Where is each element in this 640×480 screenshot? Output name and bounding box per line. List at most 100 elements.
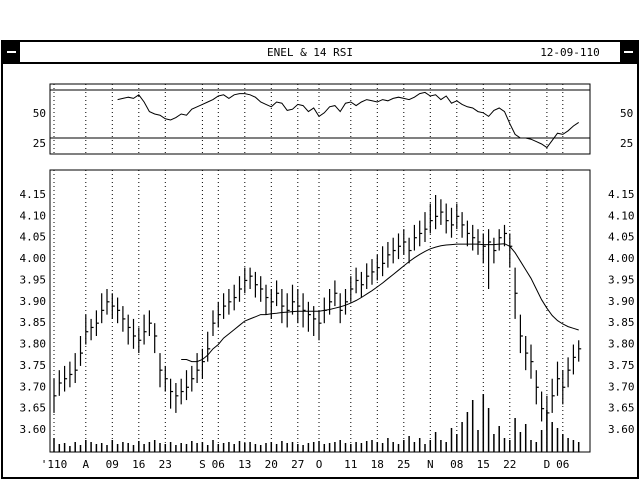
volume-bar [164, 444, 167, 452]
window-title: ENEL & 14 RSI [267, 46, 353, 59]
y-tick-label-right: 25 [620, 137, 633, 150]
volume-bar [355, 442, 357, 452]
y-tick-label-right: 3.85 [608, 316, 635, 329]
volume-bar [445, 442, 447, 452]
volume-bar [514, 418, 516, 452]
volume-bar [53, 438, 55, 452]
y-tick-label: 4.15 [20, 188, 47, 201]
volume-bar [477, 430, 479, 452]
volume-bar [540, 430, 543, 452]
volume-bar [143, 444, 145, 452]
volume-bar [249, 442, 251, 452]
volume-bar [270, 442, 273, 452]
volume-bar [456, 434, 458, 452]
x-tick-label: 06 [212, 458, 225, 471]
y-tick-label: 3.90 [20, 295, 47, 308]
volume-bar [403, 440, 405, 452]
volume-bar [408, 436, 410, 452]
volume-bar [63, 443, 66, 452]
volume-bar [328, 443, 331, 452]
volume-bar [487, 408, 490, 452]
volume-bar [74, 442, 76, 452]
volume-bar [196, 443, 198, 452]
volume-bar [233, 444, 235, 452]
x-tick-label: 25 [397, 458, 410, 471]
rsi-panel [49, 83, 591, 155]
volume-bar [191, 441, 193, 452]
x-tick-label: 20 [265, 458, 278, 471]
volume-bar [429, 440, 432, 452]
volume-bar [567, 438, 569, 452]
volume-bar [397, 444, 400, 452]
volume-bar [79, 445, 82, 452]
volume-bar [524, 424, 527, 452]
volume-bar [307, 443, 310, 452]
y-tick-label-right: 4.05 [608, 231, 635, 244]
volume-bar [185, 444, 188, 452]
volume-bar [376, 442, 379, 452]
volume-bar [387, 438, 389, 452]
y-tick-label: 3.60 [20, 423, 47, 436]
volume-bar [159, 443, 161, 452]
volume-bar [58, 444, 61, 452]
volume-bar [440, 440, 442, 452]
volume-bar [318, 441, 320, 452]
volume-bar [291, 442, 294, 452]
y-tick-label: 3.70 [20, 380, 47, 393]
x-tick-label: S [199, 458, 206, 471]
rsi-line [117, 91, 579, 149]
volume-bar [503, 438, 506, 452]
volume-bar [572, 440, 575, 452]
volume-bar [297, 444, 299, 452]
volume-bar [100, 443, 103, 452]
x-tick-label: O [316, 458, 323, 471]
y-tick-label-right: 3.75 [608, 359, 635, 372]
volume-bar [334, 442, 336, 452]
volume-bar [127, 443, 129, 452]
volume-bar [169, 442, 172, 452]
y-tick-label-right: 3.95 [608, 273, 635, 286]
volume-bar [551, 422, 553, 452]
volume-bar [323, 444, 326, 452]
volume-bar [344, 443, 347, 452]
y-tick-label: 50 [33, 107, 46, 120]
y-tick-label: 3.85 [20, 316, 47, 329]
x-tick-label: N [427, 458, 434, 471]
y-tick-label-right: 3.70 [608, 380, 635, 393]
volume-bar [275, 444, 278, 452]
volume-bar [222, 443, 225, 452]
x-tick-label: 08 [450, 458, 463, 471]
volume-bar [339, 440, 341, 452]
volume-bar [466, 412, 469, 452]
x-tick-label: 27 [291, 458, 304, 471]
volume-bar [493, 434, 495, 452]
volume-bar [111, 440, 114, 452]
x-tick-label: 11 [344, 458, 357, 471]
volume-bar [562, 434, 564, 452]
volume-bar [153, 440, 156, 452]
x-tick-label: 23 [159, 458, 172, 471]
volume-bar [265, 443, 267, 452]
volume-bar [461, 422, 463, 452]
volume-bar [509, 440, 511, 452]
volume-bar [471, 400, 474, 452]
y-tick-label-right: 4.10 [608, 209, 635, 222]
x-tick-label: D [544, 458, 551, 471]
y-tick-label-right: 4.00 [608, 252, 635, 265]
x-tick-label: 18 [371, 458, 384, 471]
volume-bar [535, 442, 538, 452]
volume-bar [281, 441, 283, 452]
y-tick-label: 3.80 [20, 338, 47, 351]
volume-bar [90, 442, 92, 452]
volume-bar [259, 445, 262, 452]
y-tick-label-right: 3.80 [608, 338, 635, 351]
x-tick-label: 22 [503, 458, 516, 471]
volume-bar [530, 440, 532, 452]
volume-bar [350, 444, 352, 452]
x-tick-label: '110 [41, 458, 68, 471]
y-tick-label-right: 50 [620, 107, 633, 120]
volume-bar [238, 441, 241, 452]
volume-bar [85, 440, 87, 452]
volume-bar [577, 442, 580, 452]
volume-bar [95, 444, 98, 452]
